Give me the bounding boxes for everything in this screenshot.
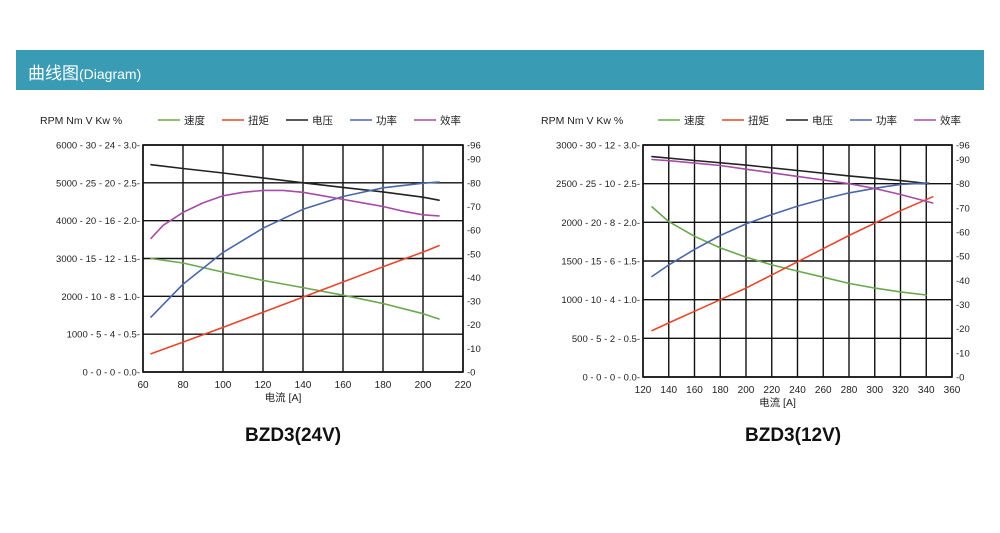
series-line — [150, 163, 440, 201]
left-tick-label: 0 - 0 - 0 - 0.0- — [582, 373, 640, 384]
series-line — [651, 196, 934, 332]
legend-label: 功率 — [876, 114, 897, 127]
right-tick-label: -0 — [467, 368, 475, 379]
right-tick-label: -40 — [956, 276, 970, 287]
x-tick-label: 140 — [660, 385, 677, 396]
axis-units-header: RPM Nm V Kw % — [541, 115, 623, 127]
series-line — [150, 189, 440, 240]
x-tick-label: 180 — [712, 385, 729, 396]
left-tick-label: 1000 - 5 - 4 - 0.5- — [67, 330, 140, 341]
plot-border — [642, 144, 953, 378]
right-tick-label: -96 — [956, 141, 970, 152]
x-tick-label: 200 — [415, 380, 432, 391]
legend-label: 电压 — [312, 114, 333, 127]
x-tick-label: 360 — [944, 385, 961, 396]
chart-bzd3-24v: 6000 - 30 - 24 - 3.0- 5000 - 25 - 20 - 2.… — [40, 114, 481, 404]
left-tick-label: 1500 - 15 - 6 - 1.5- — [561, 257, 640, 268]
right-tick-label: -20 — [467, 320, 481, 331]
right-tick-label: -30 — [956, 300, 970, 311]
right-tick-label: -70 — [956, 203, 970, 214]
x-tick-label: 280 — [841, 385, 858, 396]
x-tick-label: 180 — [375, 380, 392, 391]
left-tick-label: 2000 - 20 - 8 - 2.0- — [561, 218, 640, 229]
legend-label: 速度 — [184, 114, 205, 127]
right-tick-label: -10 — [467, 344, 481, 355]
section-title: 曲线图(Diagram) — [28, 59, 141, 84]
x-tick-label: 140 — [295, 380, 312, 391]
right-tick-label: -90 — [956, 155, 970, 166]
legend-label: 效率 — [940, 114, 961, 127]
left-tick-label: 0 - 0 - 0 - 0.0- — [82, 368, 140, 379]
left-tick-label: 3000 - 30 - 12 - 3.0- — [556, 141, 640, 152]
right-tick-label: -40 — [467, 273, 481, 284]
left-tick-label: 6000 - 30 - 24 - 3.0- — [56, 141, 140, 152]
series-line — [651, 158, 934, 204]
left-tick-label: 4000 - 20 - 16 - 2.0- — [56, 216, 140, 227]
right-tick-label: -90 — [467, 155, 481, 166]
section-title-cn: 曲线图 — [28, 64, 79, 83]
right-tick-label: -96 — [467, 141, 481, 152]
left-tick-label: 500 - 5 - 2 - 0.5- — [572, 334, 640, 345]
left-tick-label: 5000 - 25 - 20 - 2.5- — [56, 178, 140, 189]
x-tick-label: 240 — [789, 385, 806, 396]
x-tick-label: 120 — [255, 380, 272, 391]
right-tick-label: -10 — [956, 348, 970, 359]
x-tick-label: 80 — [177, 380, 189, 391]
series-line — [651, 182, 930, 278]
series-line — [150, 181, 440, 318]
right-tick-label: -80 — [956, 179, 970, 190]
series-line — [651, 155, 930, 185]
x-tick-label: 200 — [738, 385, 755, 396]
plot-border — [142, 144, 464, 373]
chart-caption-24v: BZD3(24V) — [245, 425, 342, 446]
right-tick-label: -60 — [467, 226, 481, 237]
left-tick-label: 1000 - 10 - 4 - 1.0- — [561, 295, 640, 306]
left-tick-label: 2000 - 10 - 8 - 1.0- — [61, 292, 140, 303]
x-tick-label: 100 — [215, 380, 232, 391]
series-line — [150, 257, 440, 320]
chart-caption-12v: BZD3(12V) — [745, 425, 842, 446]
x-tick-label: 320 — [892, 385, 909, 396]
x-tick-label: 220 — [455, 380, 472, 391]
legend-label: 电压 — [812, 114, 833, 127]
x-tick-label: 340 — [918, 385, 935, 396]
x-tick-label: 300 — [866, 385, 883, 396]
right-tick-label: -0 — [956, 373, 964, 384]
x-tick-label: 60 — [137, 380, 149, 391]
legend-label: 速度 — [684, 114, 705, 127]
x-tick-label: 160 — [335, 380, 352, 391]
right-tick-label: -30 — [467, 297, 481, 308]
chart-bzd3-12v: 3000 - 30 - 12 - 3.0- 2500 - 25 - 10 - 2.… — [541, 114, 970, 409]
x-tick-label: 260 — [815, 385, 832, 396]
right-tick-label: -50 — [956, 252, 970, 263]
x-axis-label: 电流 [A] — [265, 391, 302, 404]
legend-label: 效率 — [440, 114, 461, 127]
right-tick-label: -70 — [467, 202, 481, 213]
x-tick-label: 160 — [686, 385, 703, 396]
right-tick-label: -80 — [467, 178, 481, 189]
right-tick-label: -20 — [956, 324, 970, 335]
right-tick-label: -50 — [467, 249, 481, 260]
legend-label: 扭矩 — [748, 114, 769, 127]
section-title-en: (Diagram) — [79, 66, 142, 82]
x-tick-label: 120 — [635, 385, 652, 396]
axis-units-header: RPM Nm V Kw % — [40, 115, 122, 127]
legend-label: 功率 — [376, 114, 397, 127]
x-axis-label: 电流 [A] — [759, 396, 796, 409]
x-tick-label: 220 — [763, 385, 780, 396]
legend-label: 扭矩 — [248, 114, 269, 127]
left-tick-label: 2500 - 25 - 10 - 2.5- — [556, 179, 640, 190]
series-line — [150, 244, 440, 355]
left-tick-label: 3000 - 15 - 12 - 1.5- — [56, 254, 140, 265]
section-header: 曲线图(Diagram) — [16, 50, 984, 90]
right-tick-label: -60 — [956, 228, 970, 239]
